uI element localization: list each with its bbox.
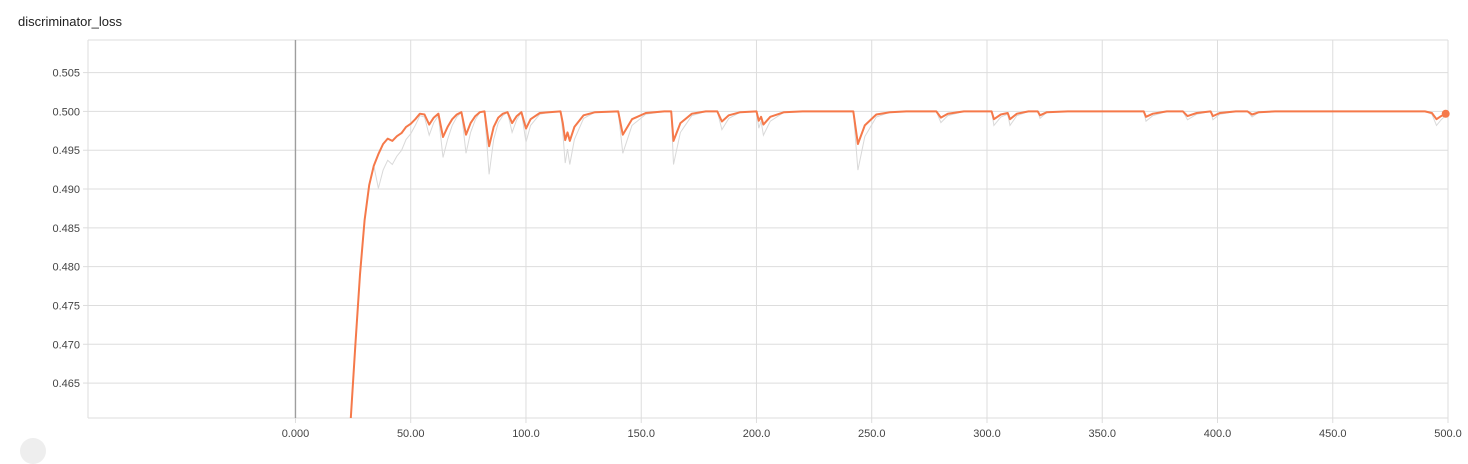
series-line	[349, 110, 1447, 419]
x-tick-label: 200.0	[743, 428, 771, 440]
x-tick-label: 300.0	[973, 428, 1001, 440]
y-tick-label: 0.465	[52, 378, 80, 390]
y-tick-label: 0.470	[52, 339, 80, 351]
x-tick-label: 450.0	[1319, 428, 1347, 440]
y-tick-label: 0.495	[52, 145, 80, 157]
y-tick-label: 0.500	[52, 106, 80, 118]
x-tick-label: 50.00	[397, 428, 425, 440]
tick-labels: 0.465 0.470 0.475 0.480 0.485 0.490 0.495 0.500…	[52, 68, 1461, 440]
chart-title: discriminator_loss	[18, 14, 123, 29]
chart-plot: 0.465 0.470 0.475 0.480 0.485 0.490 0.495 0.500…	[52, 39, 1462, 440]
raw-series-line	[350, 110, 1447, 419]
y-tick-label: 0.485	[52, 223, 80, 235]
series-layer	[349, 109, 1450, 419]
y-tick-label: 0.490	[52, 184, 80, 196]
last-point-marker	[1441, 109, 1450, 118]
grid-layer	[83, 39, 1449, 423]
x-tick-label: 150.0	[627, 428, 655, 440]
x-tick-label: 500.0	[1434, 428, 1462, 440]
x-tick-label: 100.0	[512, 428, 540, 440]
y-tick-label: 0.505	[52, 68, 80, 80]
expand-chart-button[interactable]	[20, 438, 46, 464]
x-tick-label: 350.0	[1088, 428, 1116, 440]
x-tick-label: 0.000	[282, 428, 310, 440]
y-tick-label: 0.480	[52, 262, 80, 274]
x-tick-label: 400.0	[1204, 428, 1232, 440]
x-tick-label: 250.0	[858, 428, 886, 440]
y-tick-label: 0.475	[52, 300, 80, 312]
